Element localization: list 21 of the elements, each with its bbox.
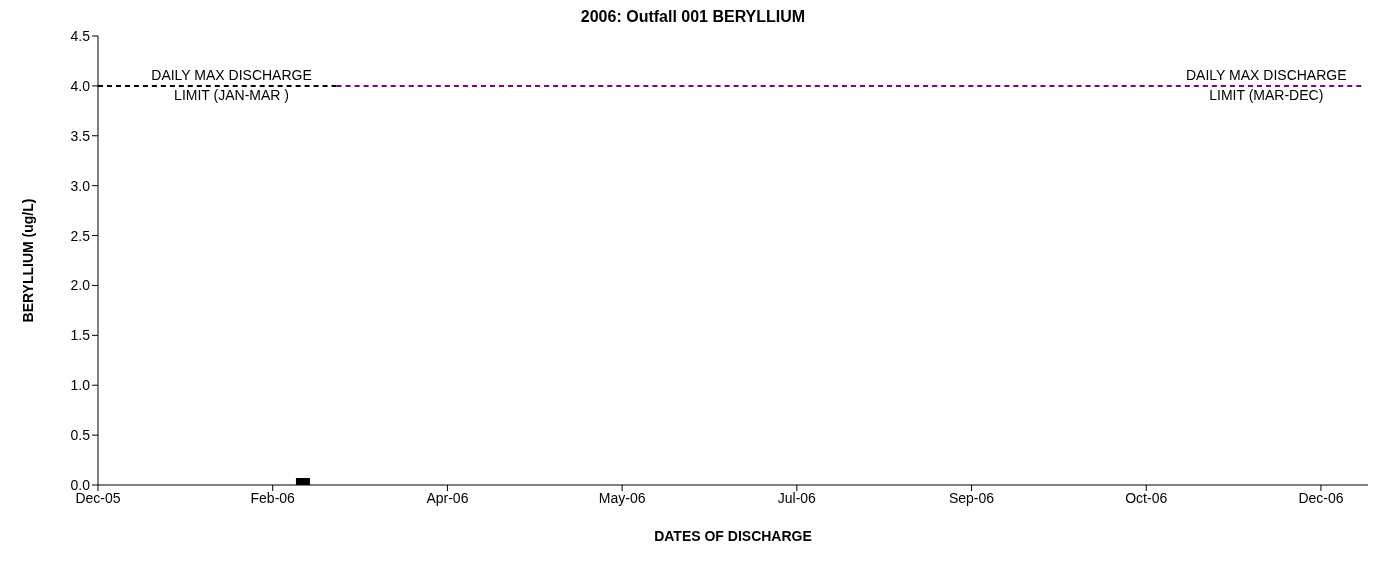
series-label: DAILY MAX DISCHARGE LIMIT (MAR-DEC) bbox=[1186, 66, 1347, 103]
x-tick-label: May-06 bbox=[598, 489, 646, 506]
y-tick-label: 4.0 bbox=[70, 77, 91, 94]
x-tick-label: Dec-06 bbox=[1298, 489, 1344, 506]
y-tick-label: 4.5 bbox=[70, 27, 91, 44]
x-tick-label: Jul-06 bbox=[777, 489, 817, 506]
x-tick-label: Oct-06 bbox=[1125, 489, 1168, 506]
y-tick-label: 1.0 bbox=[70, 377, 91, 394]
y-tick-label: 2.0 bbox=[70, 277, 91, 294]
y-tick-label: 0.5 bbox=[70, 427, 91, 444]
x-axis-title: DATES OF DISCHARGE bbox=[654, 528, 812, 544]
y-tick-label: 3.5 bbox=[70, 127, 91, 144]
y-tick-label: 2.5 bbox=[70, 227, 91, 244]
x-tick-label: Apr-06 bbox=[426, 489, 469, 506]
series-label: DAILY MAX DISCHARGE LIMIT (JAN-MAR ) bbox=[151, 66, 312, 103]
x-tick-label: Sep-06 bbox=[948, 489, 995, 506]
y-tick-label: 1.5 bbox=[70, 327, 91, 344]
chart-title: 2006: Outfall 001 BERYLLIUM bbox=[579, 8, 807, 26]
y-tick-label: 3.0 bbox=[70, 177, 91, 194]
x-tick-label: Feb-06 bbox=[250, 489, 296, 506]
y-axis-title: BERYLLIUM (ug/L) bbox=[19, 198, 36, 323]
